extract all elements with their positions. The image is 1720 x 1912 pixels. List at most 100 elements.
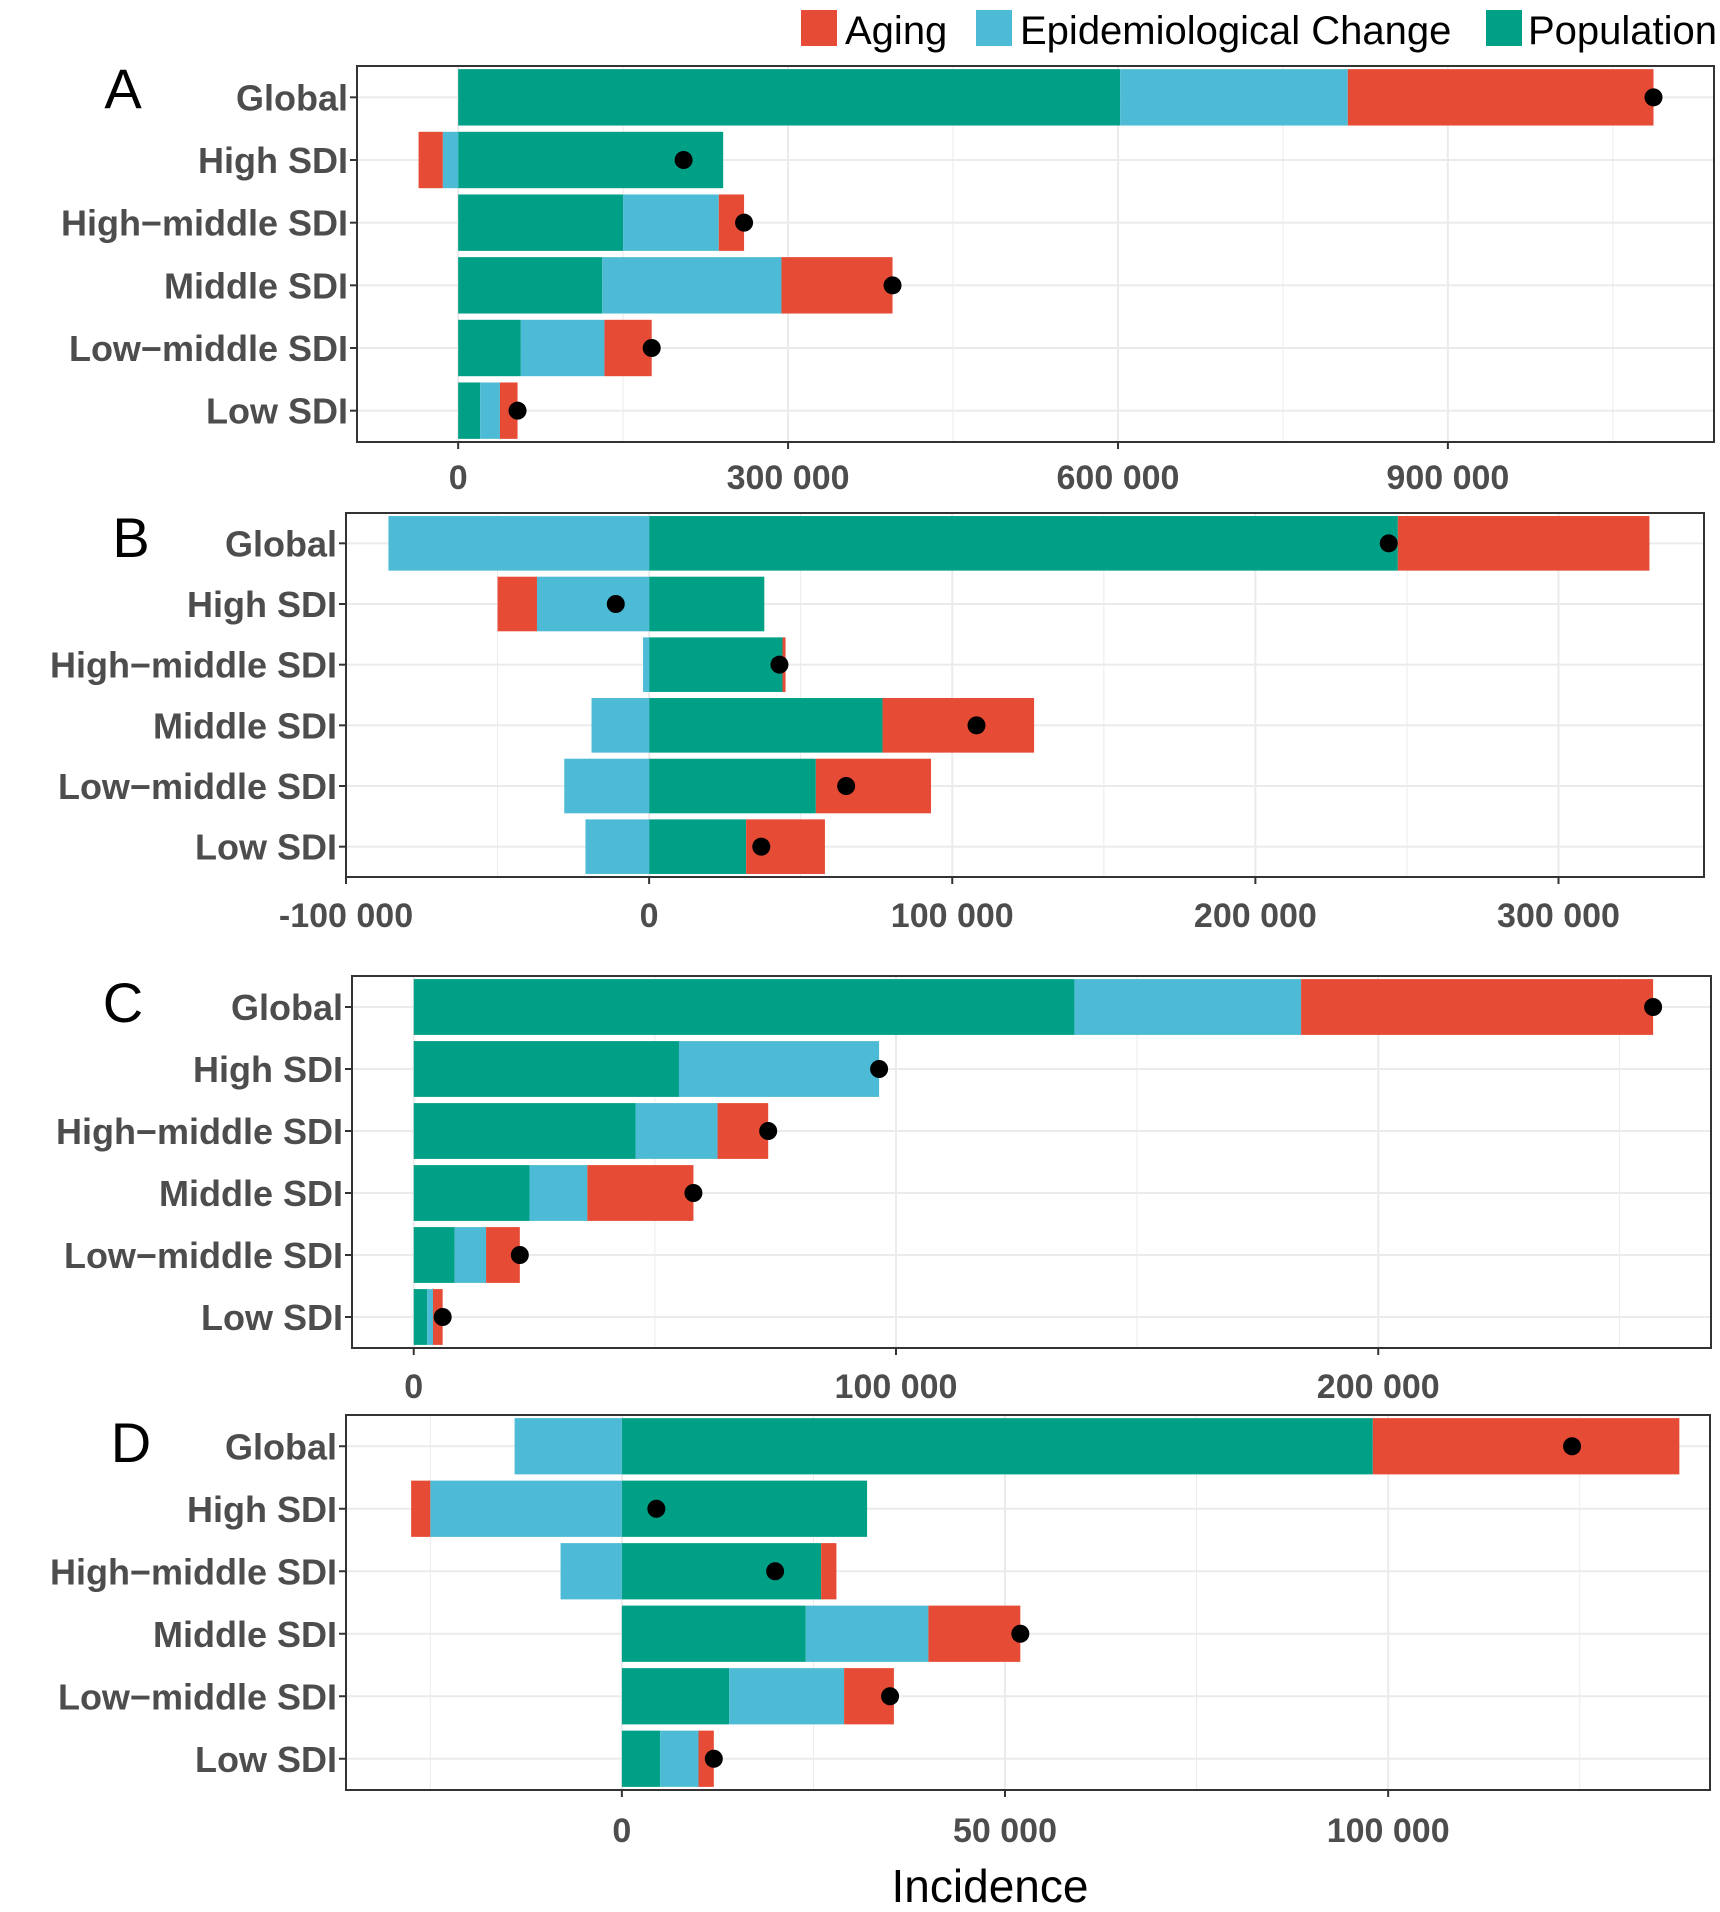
bar-aging-low-middle-sdi	[815, 758, 932, 814]
bar-epidemiological-change-low-middle-sdi	[729, 1668, 845, 1725]
bar-aging-global	[1397, 516, 1650, 571]
x-tick-label: 300 000	[1497, 897, 1620, 935]
bar-population-middle-sdi	[649, 698, 883, 753]
panel-border	[345, 512, 1705, 878]
bar-epidemiological-change-global	[388, 516, 650, 571]
panel-d: Global High SDI High−middle SDI Middle SDI L…	[50, 1411, 1711, 1850]
total-point-high-sdi	[870, 1060, 889, 1078]
panel-letter-d: D	[111, 1411, 151, 1474]
x-tick-label: 0	[404, 1368, 423, 1406]
bar-population-global	[621, 1418, 1373, 1475]
legend-swatch-population	[1486, 10, 1522, 46]
category-label-low-sdi: Low SDI	[195, 1739, 337, 1780]
bar-aging-global	[1372, 1418, 1680, 1475]
bar-aging-high-sdi	[497, 576, 537, 632]
x-tick-label: 200 000	[1194, 897, 1317, 935]
bar-population-low-middle-sdi	[621, 1668, 730, 1725]
total-point-global	[1644, 998, 1663, 1016]
total-point-low-middle-sdi	[642, 339, 661, 357]
bar-epidemiological-change-low-sdi	[480, 382, 500, 439]
bar-epidemiological-change-high-middle-sdi	[560, 1543, 622, 1600]
category-label-high-sdi: High SDI	[187, 1489, 337, 1530]
x-tick-label: 600 000	[1057, 459, 1180, 497]
x-tick-label: 900 000	[1386, 459, 1509, 497]
x-tick-label: 200 000	[1317, 1368, 1440, 1406]
bar-epidemiological-change-high-sdi	[430, 1480, 622, 1537]
bar-population-global	[649, 516, 1398, 571]
total-point-high-sdi	[606, 595, 625, 613]
bar-epidemiological-change-low-middle-sdi	[520, 319, 605, 377]
bar-population-high-middle-sdi	[413, 1103, 636, 1159]
category-label-low-middle-sdi: Low−middle SDI	[58, 1676, 337, 1717]
bar-aging-middle-sdi	[781, 257, 893, 314]
bar-epidemiological-change-global	[1120, 69, 1348, 126]
total-point-middle-sdi	[883, 276, 902, 295]
total-point-middle-sdi	[1011, 1624, 1030, 1643]
panel-background	[346, 1415, 1710, 1790]
bar-epidemiological-change-low-sdi	[660, 1730, 699, 1787]
bar-epidemiological-change-middle-sdi	[602, 257, 782, 314]
bar-aging-high-middle-sdi	[821, 1543, 837, 1600]
total-point-low-sdi	[433, 1308, 452, 1326]
panel-b: Global High SDI High−middle SDI Middle SDI L…	[50, 506, 1705, 935]
category-label-high-sdi: High SDI	[198, 140, 348, 181]
total-point-low-middle-sdi	[510, 1246, 529, 1264]
bar-epidemiological-change-high-middle-sdi	[635, 1103, 718, 1159]
bar-population-high-middle-sdi	[621, 1543, 822, 1600]
bar-epidemiological-change-low-sdi	[585, 819, 650, 874]
panel-border	[356, 65, 1715, 443]
bar-aging-high-sdi	[411, 1480, 431, 1537]
x-tick-label: 0	[640, 897, 659, 935]
bar-aging-middle-sdi	[928, 1605, 1021, 1662]
total-point-global	[1644, 88, 1663, 107]
bar-epidemiological-change-global	[514, 1418, 622, 1475]
total-point-high-middle-sdi	[735, 213, 754, 232]
bar-population-middle-sdi	[621, 1605, 806, 1662]
panel-border	[345, 1414, 1711, 1791]
total-point-middle-sdi	[967, 716, 986, 735]
category-label-middle-sdi: Middle SDI	[164, 265, 348, 306]
bar-aging-global	[1347, 69, 1654, 126]
category-label-low-middle-sdi: Low−middle SDI	[64, 1235, 343, 1276]
category-label-high-sdi: High SDI	[193, 1049, 343, 1090]
total-point-middle-sdi	[684, 1184, 703, 1202]
total-point-low-middle-sdi	[837, 777, 856, 795]
bar-aging-middle-sdi	[882, 698, 1035, 753]
total-point-global	[1563, 1437, 1582, 1456]
bar-epidemiological-change-high-sdi	[678, 1041, 880, 1097]
legend-label-population: Population	[1528, 9, 1717, 53]
legend-swatch-epidemiological-change	[976, 10, 1012, 46]
x-axis-title: Incidence	[892, 1860, 1089, 1912]
category-label-low-middle-sdi: Low−middle SDI	[58, 766, 337, 807]
bar-population-low-middle-sdi	[649, 758, 816, 814]
panel-background	[357, 66, 1714, 442]
bar-epidemiological-change-low-middle-sdi	[454, 1227, 487, 1283]
category-label-global: Global	[225, 1426, 337, 1467]
total-point-high-sdi	[674, 151, 693, 169]
panel-background	[352, 976, 1711, 1348]
panel-c: Global High SDI High−middle SDI Middle SDI L…	[56, 971, 1712, 1406]
panel-letter-c: C	[103, 971, 143, 1034]
category-label-high-middle-sdi: High−middle SDI	[56, 1111, 343, 1152]
category-label-middle-sdi: Middle SDI	[153, 1614, 337, 1655]
category-label-low-sdi: Low SDI	[201, 1297, 343, 1338]
category-label-low-sdi: Low SDI	[195, 827, 337, 868]
bar-aging-high-sdi	[418, 131, 443, 189]
total-point-low-sdi	[704, 1749, 723, 1768]
bar-epidemiological-change-high-middle-sdi	[643, 637, 650, 692]
total-point-high-sdi	[647, 1499, 666, 1518]
x-tick-label: 100 000	[1327, 1812, 1450, 1850]
bar-population-low-sdi	[413, 1289, 428, 1345]
bar-aging-global	[1301, 979, 1654, 1035]
x-tick-label: 100 000	[891, 897, 1014, 935]
bar-population-global	[413, 979, 1075, 1035]
legend-swatch-aging	[801, 10, 837, 46]
x-tick-label: -100 000	[279, 897, 413, 935]
bar-population-low-middle-sdi	[458, 319, 521, 377]
x-tick-label: 100 000	[835, 1368, 958, 1406]
total-point-global	[1379, 534, 1398, 553]
bar-population-middle-sdi	[458, 257, 603, 314]
bar-epidemiological-change-middle-sdi	[591, 698, 650, 753]
panel-border	[351, 975, 1712, 1349]
